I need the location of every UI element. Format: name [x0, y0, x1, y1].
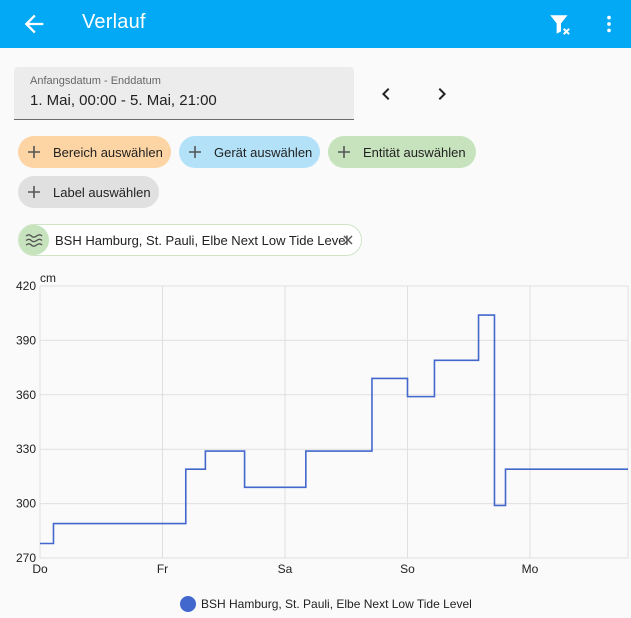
legend-label: BSH Hamburg, St. Pauli, Elbe Next Low Ti…: [201, 597, 472, 611]
y-tick-label: 390: [16, 333, 36, 347]
chart-grid: [39, 285, 629, 559]
date-range-picker[interactable]: Anfangsdatum - Enddatum 1. Mai, 00:00 - …: [14, 67, 354, 120]
filter-remove-icon[interactable]: [548, 12, 574, 38]
label-picker-button[interactable]: Label auswählen: [18, 176, 159, 208]
y-axis-ticks: 270 300 330 360 390 420: [16, 279, 36, 565]
device-picker-label: Gerät auswählen: [214, 145, 313, 160]
page-title: Verlauf: [82, 11, 146, 33]
arrow-left-icon[interactable]: [20, 10, 48, 38]
y-tick-label: 420: [16, 279, 36, 293]
chart-legend[interactable]: BSH Hamburg, St. Pauli, Elbe Next Low Ti…: [180, 596, 472, 612]
y-tick-label: 270: [16, 551, 36, 565]
selected-entity-label: BSH Hamburg, St. Pauli, Elbe Next Low Ti…: [55, 233, 349, 248]
legend-marker: [180, 596, 196, 612]
area-picker-label: Bereich auswählen: [53, 145, 163, 160]
y-tick-label: 330: [16, 442, 36, 456]
x-axis-ticks: Do Fr Sa So Mo: [32, 562, 538, 576]
app-bar: Verlauf: [0, 0, 631, 48]
entity-picker-label: Entität auswählen: [363, 145, 466, 160]
y-tick-label: 360: [16, 388, 36, 402]
y-axis-unit: cm: [40, 271, 56, 285]
plus-icon: [338, 146, 350, 158]
x-tick-label: Do: [32, 562, 48, 576]
y-tick-label: 300: [16, 497, 36, 511]
entity-picker-button[interactable]: Entität auswählen: [328, 136, 476, 168]
x-tick-label: Sa: [278, 562, 293, 576]
close-icon[interactable]: [342, 234, 354, 246]
plus-icon: [28, 146, 40, 158]
plus-icon: [28, 186, 40, 198]
date-range-value: 1. Mai, 00:00 - 5. Mai, 21:00: [30, 92, 217, 109]
history-chart: cm 270 300 330 360 390 420 Do Fr Sa So Mo BSH Ham…: [16, 271, 629, 612]
chart-series: [40, 314, 628, 545]
date-range-label: Anfangsdatum - Enddatum: [30, 75, 161, 87]
chevron-right-icon[interactable]: [430, 82, 454, 106]
selected-entity-chip[interactable]: BSH Hamburg, St. Pauli, Elbe Next Low Ti…: [18, 224, 362, 256]
area-picker-button[interactable]: Bereich auswählen: [18, 136, 171, 168]
waves-icon: [19, 225, 49, 255]
label-picker-label: Label auswählen: [53, 185, 151, 200]
plus-icon: [189, 146, 201, 158]
x-tick-label: Mo: [522, 562, 539, 576]
x-tick-label: Fr: [157, 562, 168, 576]
device-picker-button[interactable]: Gerät auswählen: [179, 136, 320, 168]
x-tick-label: So: [400, 562, 415, 576]
dots-vertical-icon[interactable]: [598, 12, 620, 36]
chevron-left-icon[interactable]: [374, 82, 398, 106]
series-line: [40, 314, 628, 545]
